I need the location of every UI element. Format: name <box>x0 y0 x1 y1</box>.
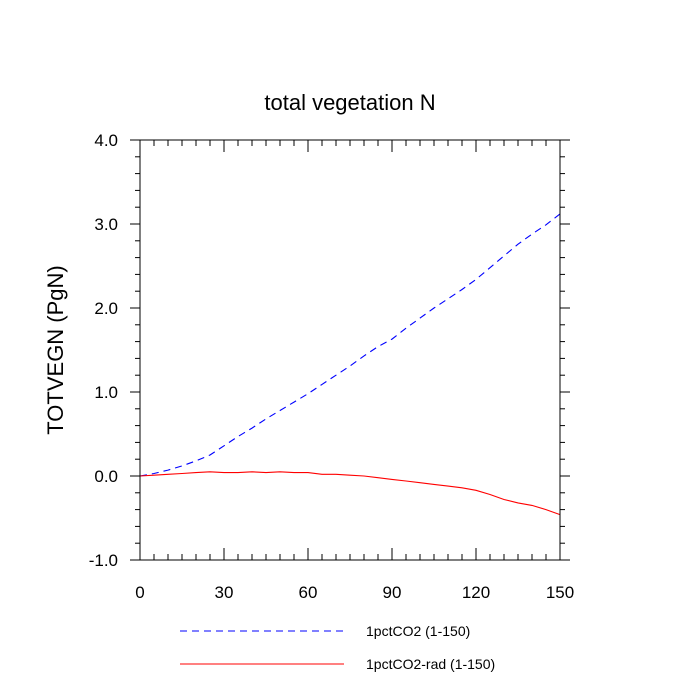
series-line-1 <box>139 213 561 477</box>
x-tick-label: 30 <box>215 583 234 602</box>
legend-label: 1pctCO2 (1-150) <box>366 623 470 639</box>
y-tick-label: 3.0 <box>94 215 118 234</box>
y-axis-label: TOTVEGN (PgN) <box>43 265 68 435</box>
x-tick-label: 90 <box>383 583 402 602</box>
chart-title: total vegetation N <box>264 90 435 115</box>
axis-layer: 0 30 60 90 120 150 -1.0 0.0 1.0 2.0 3.0 4.0 <box>89 131 574 602</box>
y-tick-label: 1.0 <box>94 383 118 402</box>
x-tick-label: 150 <box>546 583 574 602</box>
x-tick-label: 60 <box>299 583 318 602</box>
series-line-2 <box>139 471 561 516</box>
y-tick-label: 0.0 <box>94 467 118 486</box>
y-tick-label: -1.0 <box>89 551 118 570</box>
legend: 1pctCO2 (1-150) 1pctCO2-rad (1-150) <box>180 623 495 672</box>
series-layer <box>139 213 561 516</box>
y-tick-label: 4.0 <box>94 131 118 150</box>
legend-label: 1pctCO2-rad (1-150) <box>366 656 495 672</box>
y-tick-label: 2.0 <box>94 299 118 318</box>
x-tick-label: 120 <box>462 583 490 602</box>
x-tick-label: 0 <box>135 583 144 602</box>
